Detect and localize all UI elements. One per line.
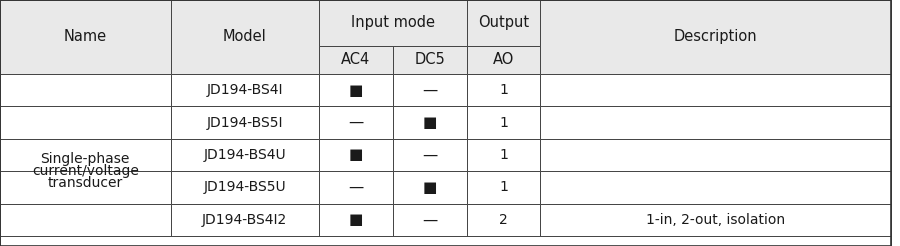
Bar	[320, 139, 392, 171]
Bar	[392, 204, 467, 236]
Text: Output: Output	[478, 15, 529, 30]
Text: Name: Name	[64, 30, 107, 44]
Bar	[467, 46, 540, 74]
Bar	[540, 171, 891, 204]
Text: —: —	[348, 180, 364, 195]
Text: transducer: transducer	[48, 176, 123, 190]
Bar	[0, 236, 891, 246]
Bar	[467, 204, 540, 236]
Bar	[320, 106, 392, 139]
Bar	[467, 171, 540, 204]
Bar	[0, 204, 171, 236]
Bar	[320, 0, 467, 46]
Text: AC4: AC4	[341, 52, 371, 67]
Bar	[0, 106, 171, 139]
Text: JD194-BS5I: JD194-BS5I	[207, 116, 283, 129]
Text: current/voltage: current/voltage	[32, 164, 139, 178]
Text: 1: 1	[500, 83, 508, 97]
Bar	[540, 0, 891, 74]
Bar	[467, 0, 540, 46]
Bar	[0, 74, 171, 106]
Bar	[540, 204, 891, 236]
Text: Note:   "■" Yes,   "-" No: Note: "■" Yes, "-" No	[9, 245, 164, 246]
Bar	[320, 74, 392, 106]
Bar	[171, 139, 320, 171]
Bar	[540, 139, 891, 171]
Text: JD194-BS5U: JD194-BS5U	[203, 181, 286, 194]
Bar	[171, 171, 320, 204]
Bar	[0, 139, 171, 171]
Bar	[392, 139, 467, 171]
Bar	[540, 106, 891, 139]
Text: 1: 1	[500, 148, 508, 162]
Bar	[467, 139, 540, 171]
Text: JD194-BS4U: JD194-BS4U	[203, 148, 286, 162]
Text: ■: ■	[349, 148, 363, 162]
Text: ■: ■	[349, 213, 363, 227]
Bar	[171, 204, 320, 236]
Bar	[320, 204, 392, 236]
Text: ■: ■	[349, 83, 363, 97]
Text: Single-phase: Single-phase	[40, 153, 130, 166]
Bar	[467, 106, 540, 139]
Bar	[0, 0, 171, 74]
Text: —: —	[422, 83, 437, 97]
Text: 1-in, 2-out, isolation: 1-in, 2-out, isolation	[646, 213, 786, 227]
Text: Description: Description	[674, 30, 758, 44]
Text: Model: Model	[223, 30, 266, 44]
Bar	[392, 106, 467, 139]
Text: Input mode: Input mode	[351, 15, 435, 30]
Text: JD194-BS4I2: JD194-BS4I2	[202, 213, 287, 227]
Bar	[171, 74, 320, 106]
Bar	[467, 74, 540, 106]
Text: —: —	[422, 213, 437, 227]
Bar	[0, 171, 171, 204]
Text: JD194-BS4I: JD194-BS4I	[207, 83, 283, 97]
Bar	[392, 46, 467, 74]
Bar	[320, 171, 392, 204]
Bar	[171, 0, 320, 74]
Text: 2: 2	[500, 213, 508, 227]
Text: DC5: DC5	[414, 52, 446, 67]
Bar	[540, 74, 891, 106]
Text: ■: ■	[423, 180, 436, 195]
Bar	[392, 74, 467, 106]
Text: —: —	[348, 115, 364, 130]
Text: 1: 1	[500, 116, 508, 129]
Text: AO: AO	[493, 52, 514, 67]
Text: ■: ■	[423, 115, 436, 130]
Bar	[320, 46, 392, 74]
Bar	[392, 171, 467, 204]
Text: —: —	[422, 148, 437, 162]
Text: 1: 1	[500, 181, 508, 194]
Bar	[171, 106, 320, 139]
